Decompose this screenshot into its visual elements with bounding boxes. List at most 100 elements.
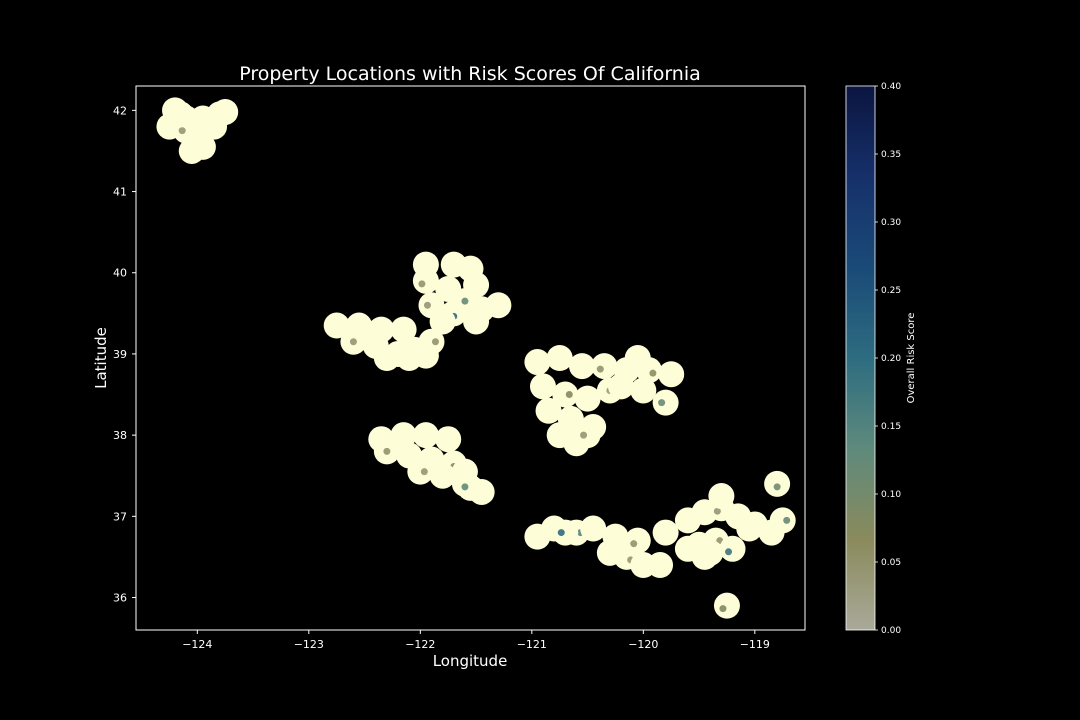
scatter-point xyxy=(412,422,439,449)
scatter-point xyxy=(624,345,651,371)
colorbar-ticks: 0.00 0.05 0.10 0.15 0.20 0.25 0.30 0.35 0.40 xyxy=(875,82,901,636)
scatter-point xyxy=(725,548,733,556)
scatter-point xyxy=(557,529,565,537)
scatter-point xyxy=(713,492,721,500)
scatter-point xyxy=(574,385,601,412)
scatter-point xyxy=(556,431,564,439)
scatter-point xyxy=(658,399,666,407)
colorbar-tick-label: 0.00 xyxy=(881,626,901,636)
colorbar xyxy=(845,85,876,631)
y-tick-label: 40 xyxy=(113,267,127,280)
scatter-point xyxy=(556,357,564,365)
scatter-point xyxy=(580,398,588,406)
scatter-point xyxy=(329,322,337,330)
x-axis-label: Longitude xyxy=(433,652,508,670)
scatter-point xyxy=(606,549,614,557)
scatter-point xyxy=(552,381,579,408)
scatter-point xyxy=(571,415,579,423)
scatter-point xyxy=(734,512,742,520)
scatter-point xyxy=(323,312,350,339)
y-tick-label: 36 xyxy=(113,592,127,605)
scatter-point xyxy=(582,362,590,370)
x-tick-label: −124 xyxy=(182,638,212,651)
scatter-point xyxy=(181,113,189,121)
scatter-point xyxy=(221,108,229,116)
colorbar-tick-label: 0.10 xyxy=(881,490,901,500)
scatter-point xyxy=(652,389,679,416)
scatter-point xyxy=(615,533,623,541)
y-tick-label: 42 xyxy=(113,104,127,117)
scatter-point xyxy=(649,369,657,377)
scatter-point xyxy=(684,519,692,527)
scatter-point xyxy=(764,529,772,537)
chart-title: Property Locations with Risk Scores Of C… xyxy=(239,63,701,85)
scatter-point xyxy=(373,345,400,371)
x-tick-label: −121 xyxy=(517,638,547,651)
scatter-point xyxy=(485,292,512,319)
scatter-point xyxy=(719,605,727,613)
scatter-point xyxy=(443,320,451,328)
scatter-point xyxy=(429,462,456,489)
colorbar-tick-label: 0.35 xyxy=(881,150,901,160)
colorbar-tick-label: 0.15 xyxy=(881,422,901,432)
scatter-point xyxy=(490,304,498,312)
scatter-point xyxy=(400,434,408,442)
scatter-point xyxy=(529,358,537,366)
scatter-point xyxy=(656,564,664,572)
scatter-point xyxy=(565,391,573,399)
x-tick-label: −123 xyxy=(294,638,324,651)
scatter-point xyxy=(635,561,643,569)
scatter-point xyxy=(468,317,476,325)
scatter-point xyxy=(552,519,579,546)
scatter-point xyxy=(167,101,194,128)
scatter-point xyxy=(440,438,448,446)
y-axis: 36 37 38 39 40 41 42 xyxy=(113,104,136,605)
scatter-point xyxy=(710,552,718,560)
scatter-point xyxy=(349,338,357,346)
scatter-point xyxy=(713,507,721,515)
x-tick-label: −119 xyxy=(740,638,770,651)
scatter-point xyxy=(418,280,426,288)
scatter-point xyxy=(461,297,469,305)
scatter-point xyxy=(184,150,192,158)
scatter-point xyxy=(643,389,651,397)
scatter-point xyxy=(381,326,389,334)
scatter-point xyxy=(444,285,452,293)
scatter-point xyxy=(574,422,601,449)
colorbar-tick-label: 0.25 xyxy=(881,286,901,296)
scatter-point xyxy=(431,338,439,346)
scatter-point xyxy=(591,353,618,380)
scatter-point xyxy=(476,284,484,292)
scatter-point xyxy=(405,354,413,362)
x-tick-label: −122 xyxy=(405,638,435,651)
scatter-point xyxy=(418,261,426,269)
scatter-point xyxy=(426,355,434,363)
scatter-point xyxy=(697,539,724,566)
scatter-point xyxy=(203,143,211,151)
scatter-point xyxy=(178,127,186,135)
scatter-point xyxy=(524,349,551,376)
scatter-point xyxy=(773,483,781,491)
colorbar-tick-label: 0.20 xyxy=(881,354,901,364)
scatter-point xyxy=(624,527,651,554)
scatter-point xyxy=(463,308,490,335)
scatter-point xyxy=(713,592,740,619)
scatter-points xyxy=(156,97,796,619)
scatter-point xyxy=(426,431,434,439)
scatter-point xyxy=(178,137,205,164)
scatter-point xyxy=(663,370,671,378)
colorbar-tick-label: 0.40 xyxy=(881,82,901,92)
scatter-point xyxy=(623,366,631,374)
x-axis: −124 −123 −122 −121 −120 −119 xyxy=(182,630,770,651)
scatter-point xyxy=(461,483,469,491)
y-tick-label: 37 xyxy=(113,510,127,523)
scatter-point xyxy=(630,377,657,404)
scatter-point xyxy=(719,535,746,562)
scatter-point xyxy=(783,516,791,524)
scatter-point xyxy=(435,475,443,483)
scatter-point xyxy=(423,301,431,309)
scatter-point xyxy=(206,123,214,131)
scatter-point xyxy=(396,329,404,337)
scatter-point xyxy=(429,308,456,335)
y-axis-label: Latitude xyxy=(92,327,110,389)
